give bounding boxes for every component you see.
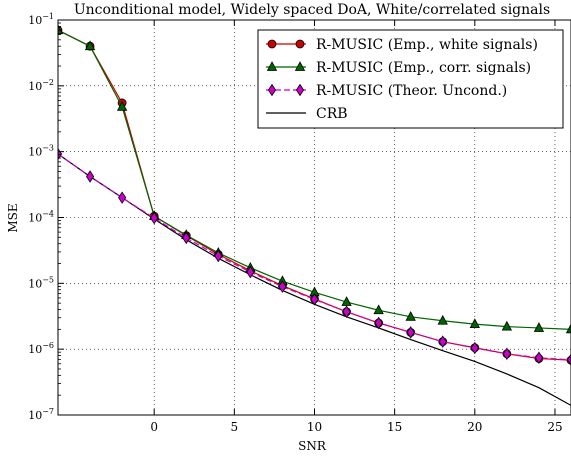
data-point [214, 249, 223, 263]
x-tick-label: 10 [307, 420, 322, 434]
data-point [58, 24, 64, 35]
data-point [278, 280, 287, 293]
data-point [182, 231, 191, 245]
x-tick-label: 25 [547, 420, 562, 434]
series-r-music-theor-uncond [58, 147, 571, 367]
data-point [405, 310, 416, 321]
y-tick-label: 10−6 [28, 341, 54, 356]
data-point [116, 100, 128, 111]
data-point [502, 347, 511, 361]
data-point [85, 170, 95, 183]
data-point [501, 320, 513, 331]
data-point [406, 326, 415, 339]
data-point [565, 323, 571, 334]
series-line-r-music-theor-uncond [58, 153, 571, 361]
x-tick-label: 20 [467, 420, 482, 434]
legend-marker [266, 61, 278, 71]
chart-title: Unconditional model, Widely spaced DoA, … [74, 2, 550, 18]
legend: R-MUSIC (Emp., white signals) R-MUSIC (Em… [257, 29, 564, 129]
y-tick-label: 10−4 [28, 210, 54, 225]
data-point [84, 40, 96, 51]
data-point [533, 322, 545, 332]
y-axis-label: MSE [6, 203, 20, 232]
legend-label-r-music-emp-corr-signals: R-MUSIC (Emp., corr. signals) [316, 60, 531, 76]
data-point [150, 211, 159, 225]
y-tick-label: 10−3 [28, 144, 54, 159]
data-point [470, 341, 479, 355]
legend-marker [267, 39, 277, 49]
data-point [566, 353, 571, 367]
series-crb [58, 153, 571, 406]
legend-box [257, 29, 564, 129]
series-layer [58, 24, 571, 406]
y-tick-label: 10−5 [28, 275, 54, 290]
legend-marker [267, 83, 277, 97]
legend-label-crb: CRB [316, 106, 348, 122]
data-point [469, 318, 480, 329]
data-point [534, 351, 544, 365]
data-point [246, 265, 255, 279]
data-point [373, 304, 384, 315]
data-point [437, 314, 448, 325]
y-tick-label: 10−1 [28, 12, 54, 27]
x-tick-label: 15 [387, 420, 402, 434]
data-point [310, 293, 319, 306]
x-tick-label: 5 [231, 420, 239, 434]
legend-label-r-music-theor-uncond: R-MUSIC (Theor. Uncond.) [316, 83, 507, 99]
axis-ticks: 0 5 10 15 20 25 10−7 10−6 10−5 10−4 10−3 10−2 10−1 [28, 12, 562, 434]
data-point [374, 316, 383, 330]
legend-marker [295, 83, 305, 97]
legend-marker [295, 39, 305, 49]
data-point [342, 305, 351, 318]
legend-marker [294, 61, 306, 71]
y-tick-label: 10−7 [28, 407, 54, 422]
x-tick-label: 0 [150, 420, 158, 434]
legend-label-r-music-emp-white-signals: R-MUSIC (Emp., white signals) [316, 37, 538, 53]
data-point [118, 191, 127, 204]
y-tick-label: 10−2 [28, 78, 54, 93]
series-line-crb [58, 153, 571, 406]
data-point [438, 335, 447, 348]
x-axis-label: SNR [298, 439, 327, 453]
